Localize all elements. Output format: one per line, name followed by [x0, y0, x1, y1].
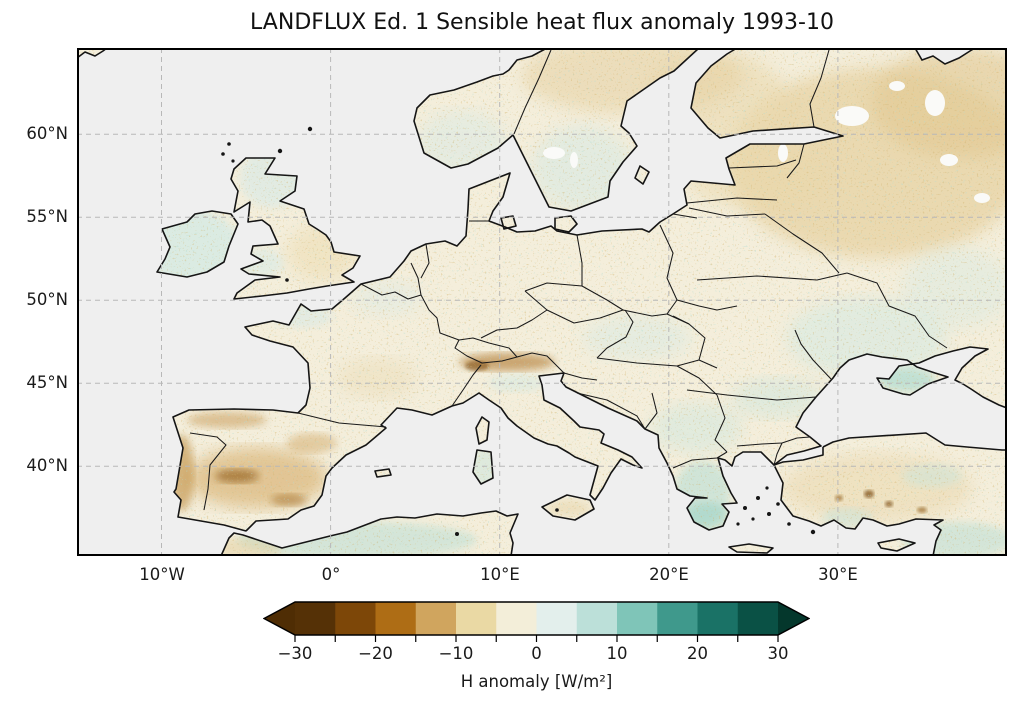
colorbar-segment: [415, 602, 457, 635]
colorbar-segment: [496, 602, 537, 635]
lon-tick-10w: 10°W: [139, 565, 185, 584]
lon-tick-0: 0°: [321, 565, 341, 584]
colorbar-segment: [536, 602, 578, 635]
cbar-tick-m30: −30: [277, 644, 313, 663]
lon-tick-10e: 10°E: [480, 565, 520, 584]
colorbar-segment: [456, 602, 497, 635]
colorbar-under-arrow: [264, 602, 295, 635]
lat-tick-45n: 45°N: [26, 373, 68, 392]
lon-tick-20e: 20°E: [649, 565, 689, 584]
colorbar-segments: [295, 602, 778, 635]
colorbar-segment: [576, 602, 618, 635]
colorbar-segment: [375, 602, 417, 635]
colorbar-segment: [697, 602, 739, 635]
colorbar-label: H anomaly [W/m²]: [460, 672, 613, 691]
figure-title: LANDFLUX Ed. 1 Sensible heat flux anomal…: [250, 10, 834, 35]
cbar-tick-m10: −10: [438, 644, 474, 663]
lon-tick-30e: 30°E: [818, 565, 858, 584]
lat-tick-40n: 40°N: [26, 456, 68, 475]
lat-tick-55n: 55°N: [26, 207, 68, 226]
colorbar: [262, 601, 811, 645]
colorbar-segment: [295, 602, 336, 635]
colorbar-segment: [737, 602, 778, 635]
cbar-tick-30: 30: [767, 644, 789, 663]
cbar-tick-m20: −20: [358, 644, 393, 663]
colorbar-over-arrow: [778, 602, 809, 635]
cbar-tick-10: 10: [606, 644, 628, 663]
colorbar-segment: [617, 602, 658, 635]
europe-map: [76, 47, 1008, 557]
colorbar-tick-marks: [294, 635, 779, 642]
coastlines: [76, 47, 1008, 557]
colorbar-svg: [262, 601, 811, 642]
gridlines: [77, 48, 1007, 556]
colorbar-segment: [335, 602, 376, 635]
lakes: [543, 81, 990, 203]
colorbar-segment: [657, 602, 698, 635]
map-plot-area: [76, 47, 1008, 557]
map-frame: [77, 48, 1007, 556]
lat-tick-50n: 50°N: [26, 290, 68, 309]
country-borders: [189, 49, 948, 511]
lat-tick-60n: 60°N: [26, 124, 68, 143]
cbar-tick-0: 0: [531, 644, 542, 663]
cbar-tick-20: 20: [687, 644, 708, 663]
small-islands: [221, 126, 816, 536]
